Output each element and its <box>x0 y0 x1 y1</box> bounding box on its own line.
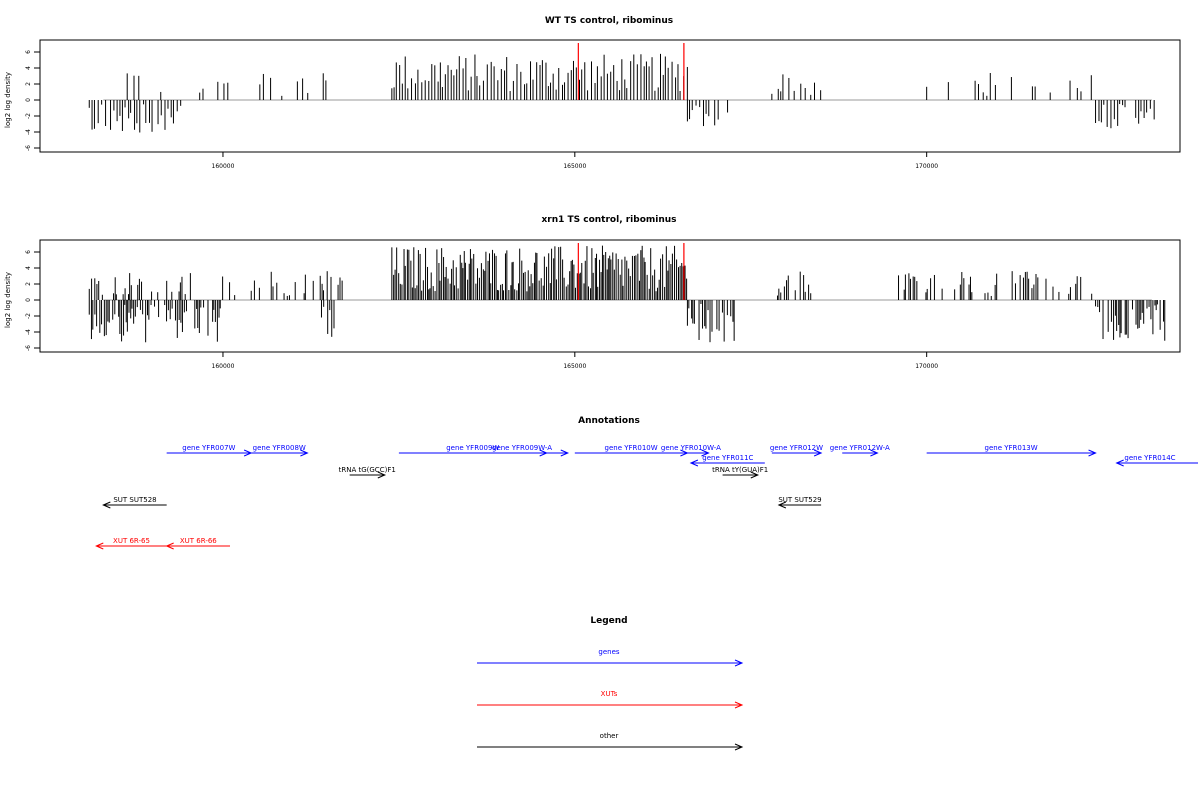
xrn1-track-panel: xrn1 TS control, ribominus log2 log dens… <box>4 215 1181 370</box>
legend-panel: Legend genes XUTs other <box>477 616 744 751</box>
annotation-feature: gene YFR012W-A <box>830 444 890 457</box>
annotation-feature: gene YFR011C <box>689 454 765 467</box>
annotation-feature: gene YFR007W <box>166 444 253 457</box>
legend-items: genes XUTs other <box>477 648 744 751</box>
feature-label: tRNA tY(GUA)F1 <box>712 466 768 474</box>
feature-label: gene YFR014C <box>1124 454 1175 462</box>
xrn1-track-title: xrn1 TS control, ribominus <box>541 215 676 225</box>
wt-track-axes: 6 4 2 0 -2 -4 -6 160000 165000 170000 <box>25 50 938 170</box>
xrn1-track-axes: 6 4 2 0 -2 -4 -6 160000 165000 170000 <box>25 250 938 370</box>
arrowhead <box>750 471 760 479</box>
feature-label: gene YFR011C <box>702 454 753 462</box>
x-tick-label: 170000 <box>915 163 938 170</box>
arrowhead <box>777 501 787 509</box>
feature-label: gene YFR010W-A <box>661 444 721 452</box>
annotations-panel: Annotations gene YFR007W gene YFR008W gene… <box>95 416 1198 550</box>
annotation-feature: XUT 6R-65 <box>95 537 167 550</box>
arrowhead <box>701 449 710 457</box>
y-tick-label: 4 <box>25 266 32 270</box>
wt-plot-frame <box>39 39 1181 153</box>
annotations-title: Annotations <box>578 416 640 426</box>
y-tick-label: 0 <box>25 298 32 302</box>
arrowhead <box>813 449 823 457</box>
feature-label: tRNA tG(GCC)F1 <box>339 466 396 474</box>
annotation-feature: SUT SUT528 <box>102 496 167 509</box>
legend-item: genes <box>477 648 744 667</box>
legend-label: genes <box>598 648 619 656</box>
y-tick-label: 6 <box>25 250 32 254</box>
x-tick-label: 165000 <box>563 363 586 370</box>
xrn1-track-bars <box>88 243 1166 343</box>
wt-track-panel: WT TS control, ribominus log2 log densit… <box>4 16 1181 170</box>
y-tick-label: -2 <box>25 113 32 119</box>
annotation-feature: gene YFR009W-A <box>476 444 570 457</box>
feature-label: gene YFR009W-A <box>492 444 552 452</box>
arrowhead <box>102 501 111 509</box>
legend-item: other <box>477 732 744 751</box>
feature-label: SUT SUT529 <box>778 496 821 504</box>
legend-label: XUTs <box>601 690 618 698</box>
arrowhead <box>1088 449 1097 457</box>
legend-item: XUTs <box>477 690 744 709</box>
wt-track-ylabel: log2 log density <box>4 72 12 128</box>
annotation-feature: tRNA tY(GUA)F1 <box>712 466 768 479</box>
feature-label: gene YFR012W <box>770 444 823 452</box>
x-tick-label: 170000 <box>915 363 938 370</box>
y-tick-label: 0 <box>25 98 32 102</box>
y-tick-label: -4 <box>25 129 32 135</box>
feature-label: gene YFR010W <box>605 444 658 452</box>
x-tick-label: 160000 <box>212 363 235 370</box>
y-tick-label: -4 <box>25 329 32 335</box>
annotation-feature: gene YFR014C <box>1115 454 1198 467</box>
arrowhead <box>734 743 744 751</box>
wt-track-bars <box>88 43 1155 133</box>
annotation-feature: XUT 6R-66 <box>165 537 230 550</box>
arrowhead <box>165 542 174 550</box>
annotation-feature: gene YFR012W <box>770 444 823 457</box>
feature-label: SUT SUT528 <box>113 496 156 504</box>
xrn1-track-ylabel: log2 log density <box>4 272 12 328</box>
arrowhead <box>300 449 309 457</box>
arrowhead <box>95 542 104 550</box>
y-tick-label: 6 <box>25 50 32 54</box>
x-tick-label: 165000 <box>563 163 586 170</box>
feature-label: gene YFR007W <box>182 444 235 452</box>
feature-label: XUT 6R-66 <box>180 537 217 545</box>
feature-label: gene YFR008W <box>253 444 306 452</box>
y-tick-label: 2 <box>25 82 32 86</box>
feature-label: XUT 6R-65 <box>113 537 150 545</box>
x-tick-label: 160000 <box>212 163 235 170</box>
annotation-feature: gene YFR008W <box>251 444 309 457</box>
arrowhead <box>377 471 387 479</box>
y-tick-label: 2 <box>25 282 32 286</box>
arrowhead <box>560 449 570 457</box>
annotation-feature: tRNA tG(GCC)F1 <box>339 466 396 479</box>
arrowhead <box>689 459 699 467</box>
y-tick-label: -6 <box>25 345 32 351</box>
annotation-feature: gene YFR013W <box>926 444 1097 457</box>
y-tick-label: -2 <box>25 313 32 319</box>
feature-label: gene YFR009W <box>446 444 499 452</box>
feature-label: gene YFR012W-A <box>830 444 890 452</box>
legend-label: other <box>600 732 619 740</box>
legend-title: Legend <box>590 616 627 626</box>
annotation-feature: SUT SUT529 <box>777 496 822 509</box>
y-tick-label: 4 <box>25 66 32 70</box>
annotation-features: gene YFR007W gene YFR008W gene YFR009Wgene… <box>95 444 1198 550</box>
arrowhead <box>1115 459 1124 467</box>
y-tick-label: -6 <box>25 145 32 151</box>
arrowhead <box>734 701 744 709</box>
xrn1-plot-frame <box>39 239 1181 353</box>
wt-track-title: WT TS control, ribominus <box>545 16 673 26</box>
arrowhead <box>870 449 879 457</box>
arrowhead <box>734 659 744 667</box>
annotation-feature: gene YFR010W-A <box>661 444 721 457</box>
feature-label: gene YFR013W <box>985 444 1038 452</box>
